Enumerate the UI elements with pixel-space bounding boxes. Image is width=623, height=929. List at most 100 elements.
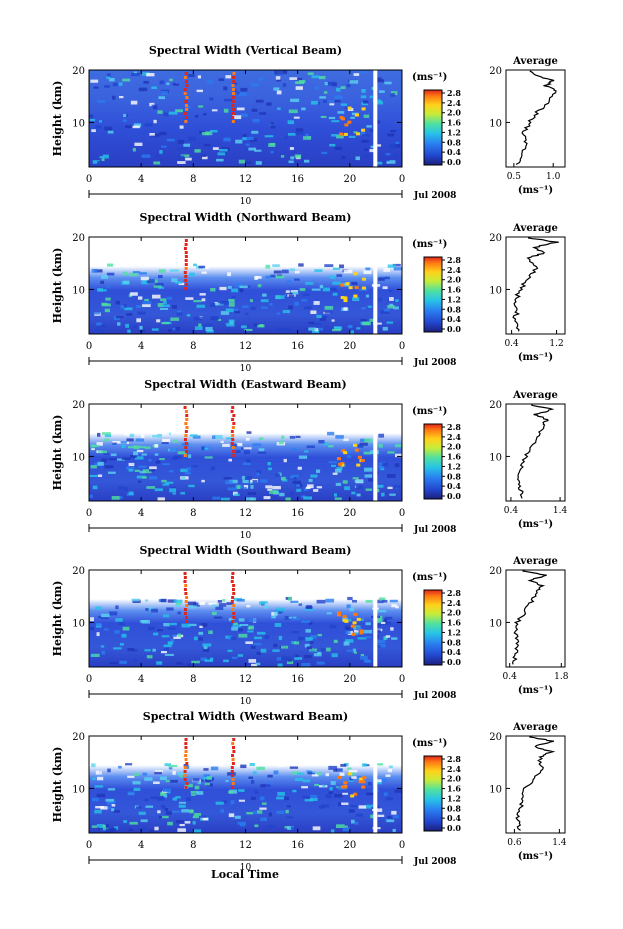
heatmap-cell (220, 311, 230, 315)
heatmap-cell (298, 79, 306, 84)
heatmap-cell (329, 275, 336, 279)
heatmap-cell (387, 486, 393, 490)
heatmap-cell (294, 657, 303, 660)
heatmap-cell (247, 627, 252, 630)
heatmap-streak (183, 572, 187, 575)
heatmap-cell (91, 268, 98, 273)
heatmap-streak (184, 738, 188, 741)
heatmap-streak (185, 108, 189, 111)
heatmap-cell (355, 485, 363, 490)
heatmap-cell (225, 480, 233, 485)
heatmap-cell (289, 766, 299, 769)
heatmap-cell (108, 458, 118, 461)
x-tick-label: 4 (138, 674, 144, 685)
heatmap-streak (184, 267, 188, 270)
heatmap-cell (189, 272, 195, 277)
heatmap-cell (165, 481, 174, 484)
heatmap-cell (213, 616, 223, 619)
heatmap-cell (92, 160, 100, 164)
profile-frame (505, 569, 566, 668)
colorbar-unit: (ms⁻¹) (412, 72, 447, 83)
heatmap-cell (276, 90, 282, 95)
heatmap-cell (90, 617, 94, 622)
colorbar-tick-label: 1.6 (447, 452, 461, 462)
heatmap-cell (157, 303, 164, 308)
heatmap-field (89, 70, 402, 167)
heatmap-cell (208, 630, 213, 635)
heatmap-hotspot (340, 283, 345, 287)
heatmap-hotspot (362, 776, 367, 780)
profile-title: Average (512, 390, 558, 401)
heatmap-cell (380, 621, 386, 625)
heatmap-cell (113, 647, 122, 650)
heatmap-cell (268, 467, 272, 471)
profile-y-tick-label: 10 (489, 618, 502, 629)
heatmap-cell (104, 465, 114, 469)
heatmap-cell (390, 91, 398, 96)
heatmap-cell (95, 770, 103, 775)
colorbar (423, 589, 443, 666)
heatmap-streak (184, 754, 188, 757)
heatmap-cell (209, 97, 214, 101)
x-tick-label: 12 (239, 840, 252, 851)
heatmap-cell (316, 314, 322, 319)
heatmap-cell (242, 487, 247, 490)
heatmap-cell (157, 433, 162, 438)
heatmap-cell (172, 439, 178, 443)
x-tick-label: 20 (343, 840, 356, 851)
heatmap-cell (310, 310, 317, 315)
heatmap-hotspot (361, 286, 366, 290)
heatmap-cell (167, 599, 177, 603)
heatmap-cell (201, 271, 207, 274)
heatmap-cell (189, 434, 198, 437)
heatmap-cell (381, 778, 388, 782)
heatmap-cell (391, 637, 398, 640)
heatmap-cell (392, 263, 401, 267)
heatmap-cell (231, 443, 238, 447)
heatmap-cell (376, 120, 381, 124)
heatmap-cell (184, 783, 193, 788)
heatmap-cell (230, 800, 235, 805)
heatmap-streak (230, 770, 234, 773)
heatmap-cell (236, 442, 243, 447)
heatmap-cell (100, 280, 105, 285)
heatmap-cell (265, 275, 271, 279)
heatmap-cell (102, 163, 111, 166)
heatmap-cell (248, 147, 257, 151)
heatmap-cell (234, 310, 241, 314)
heatmap-cell (250, 83, 260, 87)
heatmap-cell (185, 765, 190, 769)
y-tick-label: 20 (72, 400, 85, 411)
heatmap-cell (330, 287, 337, 291)
heatmap-cell (191, 660, 200, 664)
heatmap-cell (264, 135, 274, 138)
heatmap-streak (184, 283, 188, 286)
heatmap-cell (303, 496, 313, 500)
heatmap-cell (345, 630, 351, 635)
heatmap-cell (141, 434, 145, 439)
heatmap-cell (186, 314, 191, 317)
heatmap-cell (114, 630, 120, 634)
heatmap-cell (385, 153, 391, 156)
heatmap-cell (304, 306, 313, 310)
heatmap-cell (121, 457, 131, 460)
heatmap-cell (134, 456, 144, 460)
heatmap-cell (278, 635, 283, 640)
heatmap-cell (138, 465, 147, 468)
heatmap-cell (178, 801, 187, 804)
heatmap-cell (269, 490, 278, 495)
heatmap-cell (95, 606, 102, 610)
heatmap-cell (294, 278, 300, 281)
heatmap-cell (391, 810, 397, 815)
heatmap-streak (184, 120, 188, 123)
heatmap-cell (301, 107, 306, 111)
heatmap-cell (130, 292, 138, 296)
heatmap-cell (210, 316, 217, 321)
heatmap-cell (281, 269, 289, 274)
heatmap-cell (374, 101, 384, 105)
heatmap-cell (311, 329, 320, 334)
heatmap-cell (235, 139, 243, 144)
heatmap-cell (376, 161, 383, 165)
heatmap-cell (198, 631, 204, 635)
profile-x-tick-label: 0.5 (507, 172, 522, 182)
